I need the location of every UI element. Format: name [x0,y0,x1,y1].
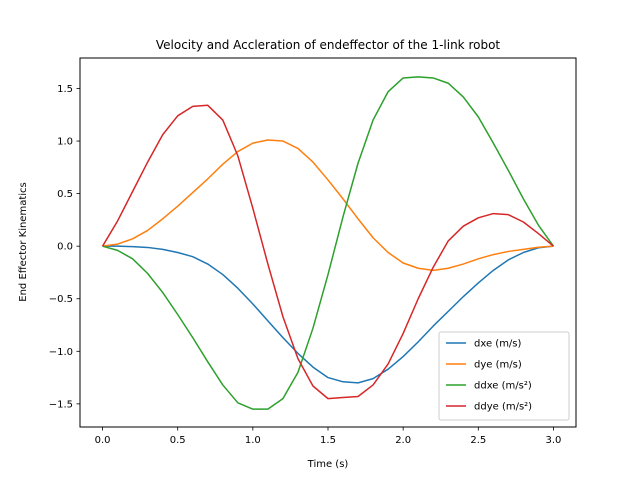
x-tick-label: 3.0 [546,435,562,446]
x-axis-label: Time (s) [307,459,349,470]
legend: dxe (m/s) dye (m/s) ddxe (m/s²) ddye (m/s²) [438,331,570,421]
x-tick-label: 2.0 [395,435,411,446]
series-line-2 [102,76,555,410]
legend-label-0: dxe (m/s) [474,339,522,350]
y-tick-label: 1.5 [57,84,73,95]
y-tick-label: 1.0 [57,137,73,148]
y-axis-label: End Effector Kinematics [18,182,29,301]
y-tick-label: 0.0 [57,242,73,253]
x-tick-label: 1.5 [320,435,336,446]
legend-label-1: dye (m/s) [474,360,522,371]
series-line-0 [102,245,554,384]
legend-label-2: ddxe (m/s²) [474,381,532,392]
plot-lines [101,76,555,410]
y-tick-label: −0.5 [49,294,73,305]
series-line-3 [101,104,554,400]
x-tick-label: 1.0 [245,435,261,446]
series-line-1 [102,139,554,272]
y-tick-label: −1.0 [49,347,73,358]
x-tick-label: 2.5 [470,435,486,446]
legend-label-3: ddye (m/s²) [474,402,532,413]
y-tick-label: 0.5 [57,189,73,200]
y-tick-label: −1.5 [49,399,73,410]
y-axis-ticks: −1.5 −1.0 −0.5 0.0 0.5 1.0 1.5 [49,84,80,410]
x-axis-ticks: 0.0 0.5 1.0 1.5 2.0 2.5 3.0 [95,427,562,446]
legend-frame [438,331,570,421]
x-tick-label: 0.5 [170,435,186,446]
plot-area-frame [79,57,577,428]
chart-title: Velocity and Accleration of endeffector … [156,38,501,52]
x-tick-label: 0.0 [95,435,111,446]
